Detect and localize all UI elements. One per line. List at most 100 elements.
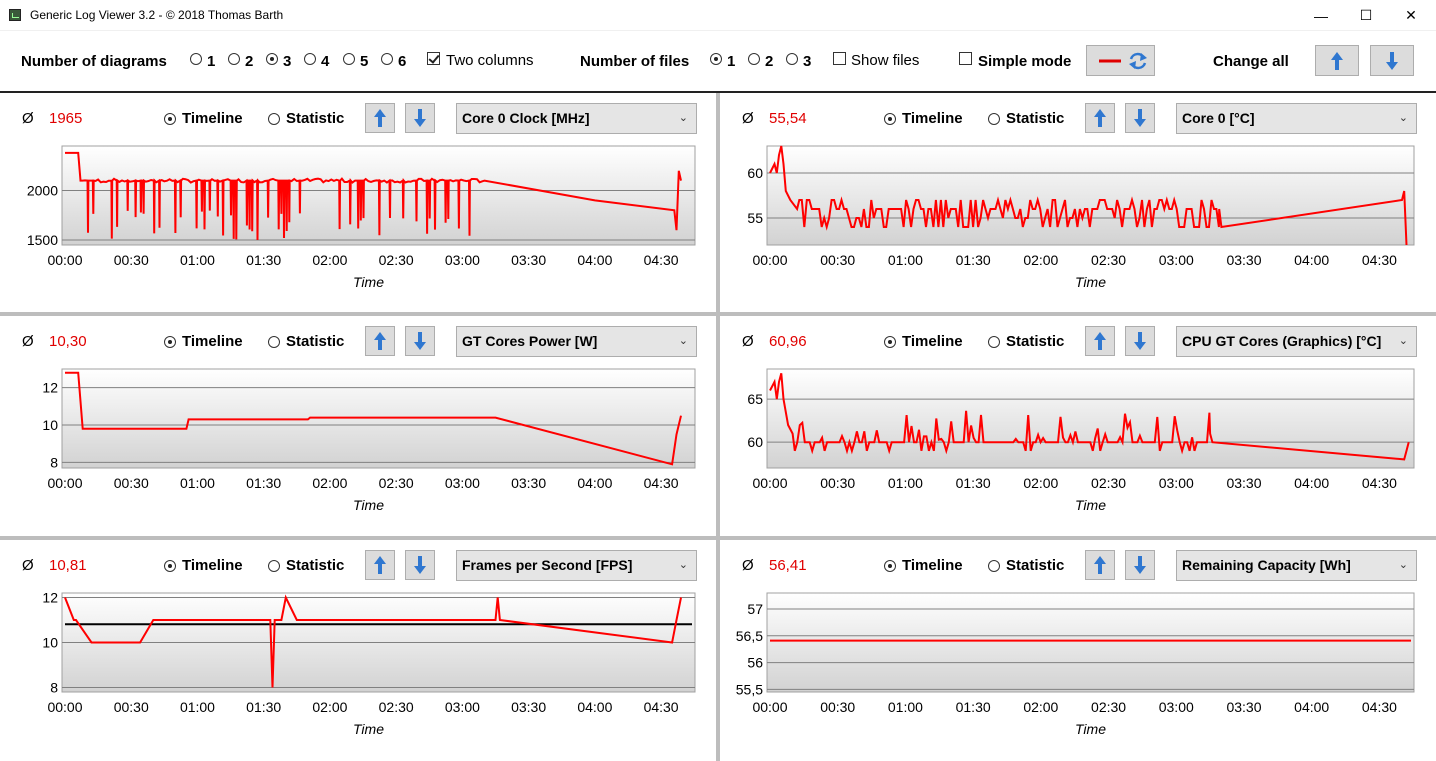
series-line bbox=[65, 151, 682, 241]
sensor-dropdown[interactable]: CPU GT Cores (Graphics) [°C] ⌄ bbox=[1176, 326, 1417, 357]
average-symbol: Ø bbox=[742, 333, 754, 350]
minimize-button[interactable]: — bbox=[1314, 7, 1328, 24]
statistic-radio[interactable] bbox=[988, 336, 1000, 348]
two-columns-checkbox[interactable] bbox=[427, 52, 440, 65]
x-axis-label: Time bbox=[353, 497, 384, 513]
files-radio-2[interactable] bbox=[748, 53, 760, 65]
y-tick-label: 57 bbox=[747, 601, 763, 617]
statistic-label: Statistic bbox=[286, 557, 345, 574]
diagrams-radio-3[interactable] bbox=[266, 53, 278, 65]
sensor-dropdown[interactable]: GT Cores Power [W] ⌄ bbox=[456, 326, 697, 357]
move-down-button[interactable] bbox=[405, 550, 435, 580]
statistic-radio[interactable] bbox=[268, 560, 280, 572]
average-value: 55,54 bbox=[769, 110, 807, 127]
x-axis-label: Time bbox=[1075, 497, 1106, 513]
x-tick-label: 04:00 bbox=[1294, 252, 1329, 268]
average-symbol: Ø bbox=[742, 110, 754, 127]
timeline-radio[interactable] bbox=[164, 336, 176, 348]
files-radio-label-2: 2 bbox=[765, 53, 774, 70]
statistic-radio[interactable] bbox=[268, 336, 280, 348]
x-tick-label: 02:30 bbox=[379, 252, 414, 268]
timeline-chart: 1500 2000 00:00 00:30 01:00 01:30 02:00 02:30 03… bbox=[27, 145, 696, 290]
statistic-radio[interactable] bbox=[268, 113, 280, 125]
arrow-up-icon bbox=[374, 332, 386, 350]
sensor-dropdown[interactable]: Core 0 Clock [MHz] ⌄ bbox=[456, 103, 697, 134]
move-down-button[interactable] bbox=[1125, 326, 1155, 356]
row-divider bbox=[0, 536, 1436, 540]
x-tick-label: 02:00 bbox=[312, 252, 347, 268]
y-tick-label: 1500 bbox=[27, 232, 58, 248]
show-files-checkbox[interactable] bbox=[833, 52, 846, 65]
sensor-dropdown[interactable]: Remaining Capacity [Wh] ⌄ bbox=[1176, 550, 1417, 581]
timeline-label: Timeline bbox=[182, 333, 243, 350]
x-tick-label: 01:00 bbox=[180, 252, 215, 268]
x-tick-label: 00:00 bbox=[47, 252, 82, 268]
diagrams-label: Number of diagrams bbox=[21, 53, 167, 70]
move-up-button[interactable] bbox=[1085, 326, 1115, 356]
change-all-down-button[interactable] bbox=[1370, 45, 1414, 76]
statistic-radio[interactable] bbox=[988, 113, 1000, 125]
plot-area bbox=[766, 368, 1415, 469]
sensor-dropdown-value: Remaining Capacity [Wh] bbox=[1182, 557, 1351, 573]
statistic-radio[interactable] bbox=[988, 560, 1000, 572]
chevron-down-icon: ⌄ bbox=[1398, 559, 1408, 571]
x-tick-label: 03:30 bbox=[511, 252, 546, 268]
files-radio-1[interactable] bbox=[710, 53, 722, 65]
diagrams-radio-4[interactable] bbox=[304, 53, 316, 65]
files-radio-3[interactable] bbox=[786, 53, 798, 65]
move-up-button[interactable] bbox=[365, 550, 395, 580]
close-button[interactable]: ✕ bbox=[1405, 7, 1417, 23]
diagrams-radio-1[interactable] bbox=[190, 53, 202, 65]
y-tick-label: 60 bbox=[747, 165, 763, 181]
change-all-up-button[interactable] bbox=[1315, 45, 1359, 76]
files-label: Number of files bbox=[580, 53, 690, 70]
x-tick-label: 04:30 bbox=[1362, 475, 1397, 491]
move-down-button[interactable] bbox=[405, 326, 435, 356]
simple-mode-checkbox[interactable] bbox=[959, 52, 972, 65]
x-axis-label: Time bbox=[353, 274, 384, 290]
timeline-radio[interactable] bbox=[884, 113, 896, 125]
maximize-button[interactable]: ☐ bbox=[1359, 7, 1373, 23]
move-up-button[interactable] bbox=[365, 326, 395, 356]
sensor-dropdown[interactable]: Frames per Second [FPS] ⌄ bbox=[456, 550, 697, 581]
plot-area bbox=[766, 145, 1415, 246]
x-tick-label: 01:30 bbox=[956, 699, 991, 715]
x-tick-label: 01:00 bbox=[888, 475, 923, 491]
timeline-radio[interactable] bbox=[884, 336, 896, 348]
diagrams-radio-2[interactable] bbox=[228, 53, 240, 65]
move-up-button[interactable] bbox=[1085, 550, 1115, 580]
sensor-dropdown-value: Core 0 Clock [MHz] bbox=[462, 110, 590, 126]
chevron-down-icon: ⌄ bbox=[678, 335, 688, 347]
x-tick-label: 03:30 bbox=[1226, 252, 1261, 268]
diagrams-radio-6[interactable] bbox=[381, 53, 393, 65]
move-up-button[interactable] bbox=[1085, 103, 1115, 133]
x-tick-label: 04:30 bbox=[644, 475, 679, 491]
x-tick-label: 02:00 bbox=[312, 475, 347, 491]
diagrams-radio-label-1: 1 bbox=[207, 53, 216, 70]
line-style-button[interactable] bbox=[1086, 45, 1155, 76]
timeline-radio[interactable] bbox=[884, 560, 896, 572]
move-down-button[interactable] bbox=[405, 103, 435, 133]
arrow-down-icon bbox=[1134, 556, 1146, 574]
toolbar: Number of diagrams 1 2 3 4 5 6 Two columns Nu… bbox=[0, 31, 1436, 93]
x-tick-label: 00:30 bbox=[820, 699, 855, 715]
diagram-panel: Ø 10,81 Timeline Statistic Frames per Se… bbox=[0, 540, 716, 761]
diagrams-radio-5[interactable] bbox=[343, 53, 355, 65]
x-tick-label: 00:00 bbox=[752, 699, 787, 715]
arrow-up-icon bbox=[1094, 109, 1106, 127]
x-tick-label: 01:00 bbox=[888, 252, 923, 268]
sensor-dropdown-value: GT Cores Power [W] bbox=[462, 333, 598, 349]
timeline-radio[interactable] bbox=[164, 113, 176, 125]
move-down-button[interactable] bbox=[1125, 550, 1155, 580]
x-tick-label: 03:30 bbox=[511, 699, 546, 715]
timeline-label: Timeline bbox=[182, 557, 243, 574]
x-tick-label: 01:00 bbox=[888, 699, 923, 715]
move-down-button[interactable] bbox=[1125, 103, 1155, 133]
x-tick-label: 03:30 bbox=[1226, 699, 1261, 715]
x-axis-label: Time bbox=[1075, 721, 1106, 737]
average-value: 10,30 bbox=[49, 333, 87, 350]
timeline-radio[interactable] bbox=[164, 560, 176, 572]
diagrams-radio-label-4: 4 bbox=[321, 53, 330, 70]
move-up-button[interactable] bbox=[365, 103, 395, 133]
sensor-dropdown[interactable]: Core 0 [°C] ⌄ bbox=[1176, 103, 1417, 134]
